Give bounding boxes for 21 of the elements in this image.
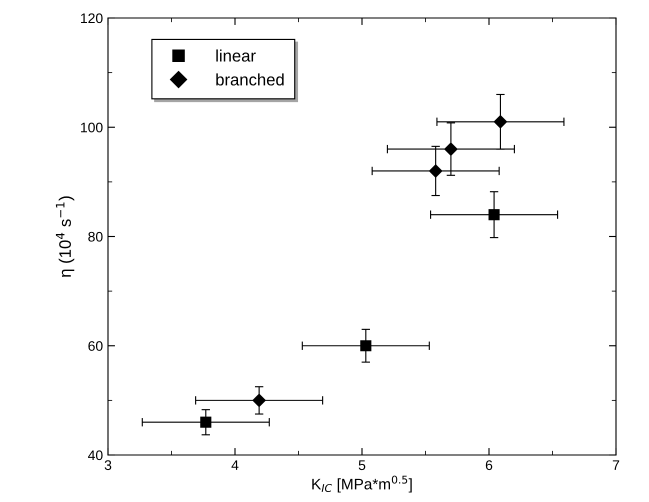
point <box>360 340 372 352</box>
y-tick-label: 60 <box>88 341 103 351</box>
x-tick-label: 7 <box>612 460 620 470</box>
point <box>252 394 266 407</box>
point <box>429 164 442 178</box>
x-tick-label: 6 <box>486 460 492 470</box>
y-tick-label: 40 <box>88 450 103 460</box>
point <box>494 115 508 128</box>
legend-label: branched <box>216 73 284 86</box>
legend-label: linear <box>216 49 256 62</box>
x-tick-label: 3 <box>104 460 112 470</box>
point <box>200 416 212 428</box>
x-tick-label: 5 <box>358 460 366 470</box>
x-axis-title: K$_{IC}$ [MPa*m$^{0.5}$] <box>312 476 412 493</box>
x-tick-label: 4 <box>231 460 238 470</box>
point <box>488 209 500 220</box>
y-axis-title: η (10$^{4}$ s$^{−1}$) <box>56 196 74 277</box>
y-tick-label: 120 <box>81 13 103 24</box>
y-tick-label: 80 <box>88 232 103 242</box>
point <box>444 142 458 156</box>
y-tick-label: 100 <box>81 122 103 132</box>
